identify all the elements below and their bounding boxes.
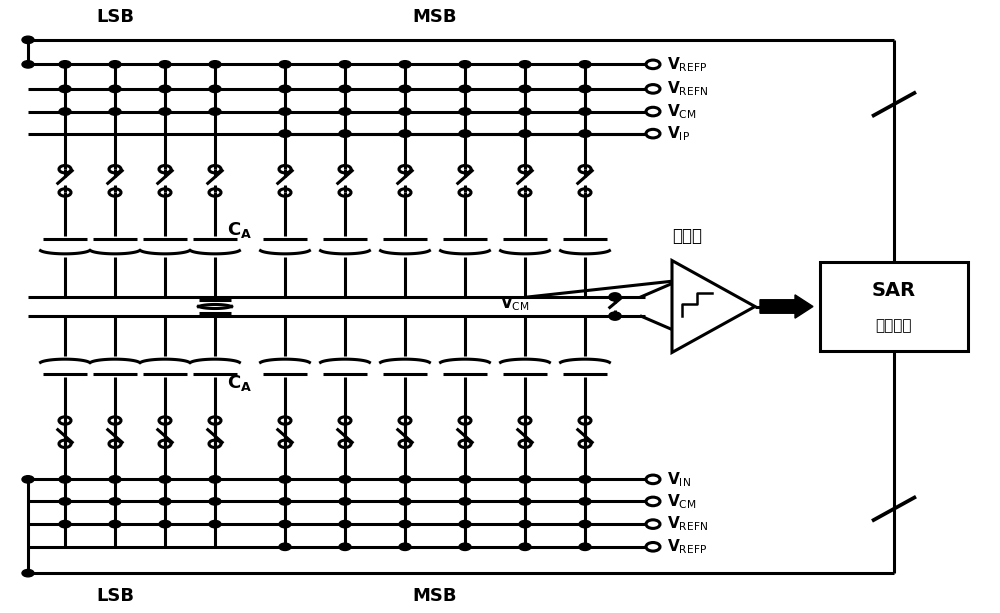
Circle shape (59, 61, 71, 68)
Circle shape (609, 312, 621, 319)
Circle shape (519, 543, 531, 550)
Circle shape (109, 520, 121, 528)
Circle shape (399, 543, 411, 550)
Circle shape (109, 85, 121, 93)
Circle shape (209, 85, 221, 93)
FancyArrow shape (760, 295, 813, 318)
Circle shape (279, 520, 291, 528)
Circle shape (59, 520, 71, 528)
Circle shape (519, 61, 531, 68)
Text: 逻辑电路: 逻辑电路 (876, 318, 912, 333)
Text: $\mathbf{V}_{\rm REFP}$: $\mathbf{V}_{\rm REFP}$ (667, 55, 707, 74)
Circle shape (159, 85, 171, 93)
Circle shape (579, 61, 591, 68)
Circle shape (59, 85, 71, 93)
Circle shape (579, 498, 591, 505)
Circle shape (339, 476, 351, 483)
Circle shape (22, 36, 34, 44)
Circle shape (209, 520, 221, 528)
Text: $\mathbf{V}_{\rm CM}$: $\mathbf{V}_{\rm CM}$ (500, 295, 530, 313)
Circle shape (459, 85, 471, 93)
Circle shape (209, 108, 221, 115)
Circle shape (279, 498, 291, 505)
Text: $\mathbf{V}_{\rm REFN}$: $\mathbf{V}_{\rm REFN}$ (667, 80, 708, 98)
Circle shape (339, 498, 351, 505)
Circle shape (459, 476, 471, 483)
Circle shape (579, 543, 591, 550)
Circle shape (279, 61, 291, 68)
Circle shape (109, 61, 121, 68)
Circle shape (279, 108, 291, 115)
Text: LSB: LSB (96, 587, 134, 605)
Circle shape (579, 476, 591, 483)
Circle shape (279, 543, 291, 550)
Circle shape (109, 476, 121, 483)
Circle shape (459, 520, 471, 528)
Text: $\mathbf{V}_{\rm IP}$: $\mathbf{V}_{\rm IP}$ (667, 124, 690, 143)
Circle shape (209, 476, 221, 483)
Text: $\mathbf{V}_{\rm REFP}$: $\mathbf{V}_{\rm REFP}$ (667, 538, 707, 556)
Text: $\mathbf{V}_{\rm CM}$: $\mathbf{V}_{\rm CM}$ (667, 492, 697, 511)
Circle shape (519, 85, 531, 93)
Circle shape (159, 61, 171, 68)
Circle shape (579, 520, 591, 528)
Circle shape (579, 130, 591, 137)
Circle shape (159, 498, 171, 505)
Circle shape (459, 130, 471, 137)
Circle shape (339, 108, 351, 115)
Text: $\mathbf{V}_{\rm CM}$: $\mathbf{V}_{\rm CM}$ (667, 102, 697, 121)
Text: $\mathbf{V}_{\rm REFN}$: $\mathbf{V}_{\rm REFN}$ (667, 515, 708, 533)
Circle shape (459, 543, 471, 550)
Circle shape (399, 520, 411, 528)
Text: MSB: MSB (413, 8, 457, 26)
Circle shape (59, 476, 71, 483)
Circle shape (399, 476, 411, 483)
Text: 比较器: 比较器 (672, 227, 702, 245)
Circle shape (209, 61, 221, 68)
Circle shape (399, 498, 411, 505)
Circle shape (579, 85, 591, 93)
Text: $\mathbf{C_A}$: $\mathbf{C_A}$ (227, 373, 252, 393)
Circle shape (339, 61, 351, 68)
Circle shape (279, 85, 291, 93)
Circle shape (339, 520, 351, 528)
Circle shape (519, 498, 531, 505)
Circle shape (579, 108, 591, 115)
Circle shape (339, 85, 351, 93)
Circle shape (399, 108, 411, 115)
Text: MSB: MSB (413, 587, 457, 605)
Circle shape (519, 520, 531, 528)
Circle shape (159, 476, 171, 483)
Circle shape (399, 130, 411, 137)
Circle shape (399, 61, 411, 68)
Circle shape (109, 108, 121, 115)
Circle shape (339, 130, 351, 137)
Circle shape (22, 476, 34, 483)
Text: $\mathbf{C_A}$: $\mathbf{C_A}$ (227, 220, 252, 240)
Bar (820, 262, 968, 351)
Circle shape (22, 569, 34, 577)
Circle shape (339, 543, 351, 550)
Circle shape (519, 476, 531, 483)
Circle shape (209, 498, 221, 505)
Circle shape (279, 130, 291, 137)
Circle shape (459, 498, 471, 505)
Circle shape (609, 294, 621, 301)
Circle shape (159, 520, 171, 528)
Circle shape (519, 108, 531, 115)
Text: SAR: SAR (872, 281, 916, 300)
Circle shape (22, 61, 34, 68)
Text: $\mathbf{V}_{\rm IN}$: $\mathbf{V}_{\rm IN}$ (667, 470, 691, 489)
Circle shape (59, 108, 71, 115)
Circle shape (399, 85, 411, 93)
Circle shape (159, 108, 171, 115)
Circle shape (59, 498, 71, 505)
Circle shape (109, 498, 121, 505)
Circle shape (459, 61, 471, 68)
Circle shape (519, 130, 531, 137)
Circle shape (459, 108, 471, 115)
Text: LSB: LSB (96, 8, 134, 26)
Circle shape (279, 476, 291, 483)
